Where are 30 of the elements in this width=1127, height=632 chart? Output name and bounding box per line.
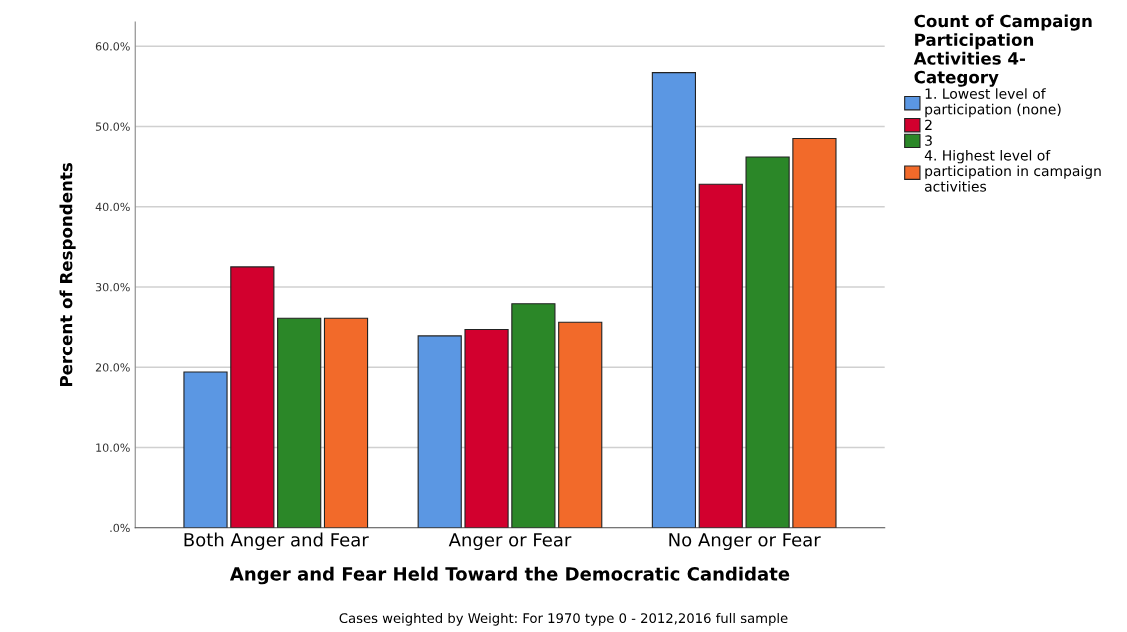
bar bbox=[183, 371, 228, 528]
legend-label: 4. Highest level of participation in campaign activities bbox=[924, 149, 1101, 192]
x-tick-label: No Anger or Fear bbox=[669, 533, 821, 551]
bar bbox=[511, 303, 556, 528]
text: Cases weighted by Weight: For 1970 type 0 - 2012,2016 full sample bbox=[339, 612, 788, 626]
bar bbox=[417, 335, 462, 528]
legend-label: 1. Lowest level of participation (none) bbox=[925, 88, 1061, 118]
legend-title: Count of Campaign Participation Activities 4- Category bbox=[913, 14, 1092, 87]
bar bbox=[558, 321, 603, 528]
y-tick-label: .0% bbox=[110, 523, 130, 533]
bar bbox=[745, 156, 790, 528]
y-tick-label: 50.0% bbox=[95, 122, 130, 131]
y-axis-title: Percent of Respondents bbox=[59, 163, 76, 387]
y-tick-label: 10.0% bbox=[96, 443, 130, 452]
bar bbox=[323, 317, 369, 528]
bar bbox=[230, 266, 275, 528]
y-tick-label: 60.0% bbox=[95, 42, 130, 51]
bar bbox=[651, 72, 697, 528]
bar bbox=[277, 317, 322, 528]
bar bbox=[792, 137, 837, 528]
x-axis-title: Anger and Fear Held Toward the Democratic Candidate bbox=[229, 566, 790, 585]
y-tick-label: 30.0% bbox=[95, 282, 130, 292]
y-tick-label: 40.0% bbox=[95, 202, 130, 212]
y-tick-label: 20.0% bbox=[95, 363, 130, 372]
bar bbox=[698, 183, 743, 528]
bar bbox=[464, 328, 509, 528]
x-tick-label: Anger or Fear bbox=[448, 533, 572, 551]
legend-label: 2 bbox=[925, 119, 932, 130]
legend-label: 3 bbox=[925, 135, 932, 146]
x-tick-label: Both Anger and Fear bbox=[184, 532, 369, 551]
